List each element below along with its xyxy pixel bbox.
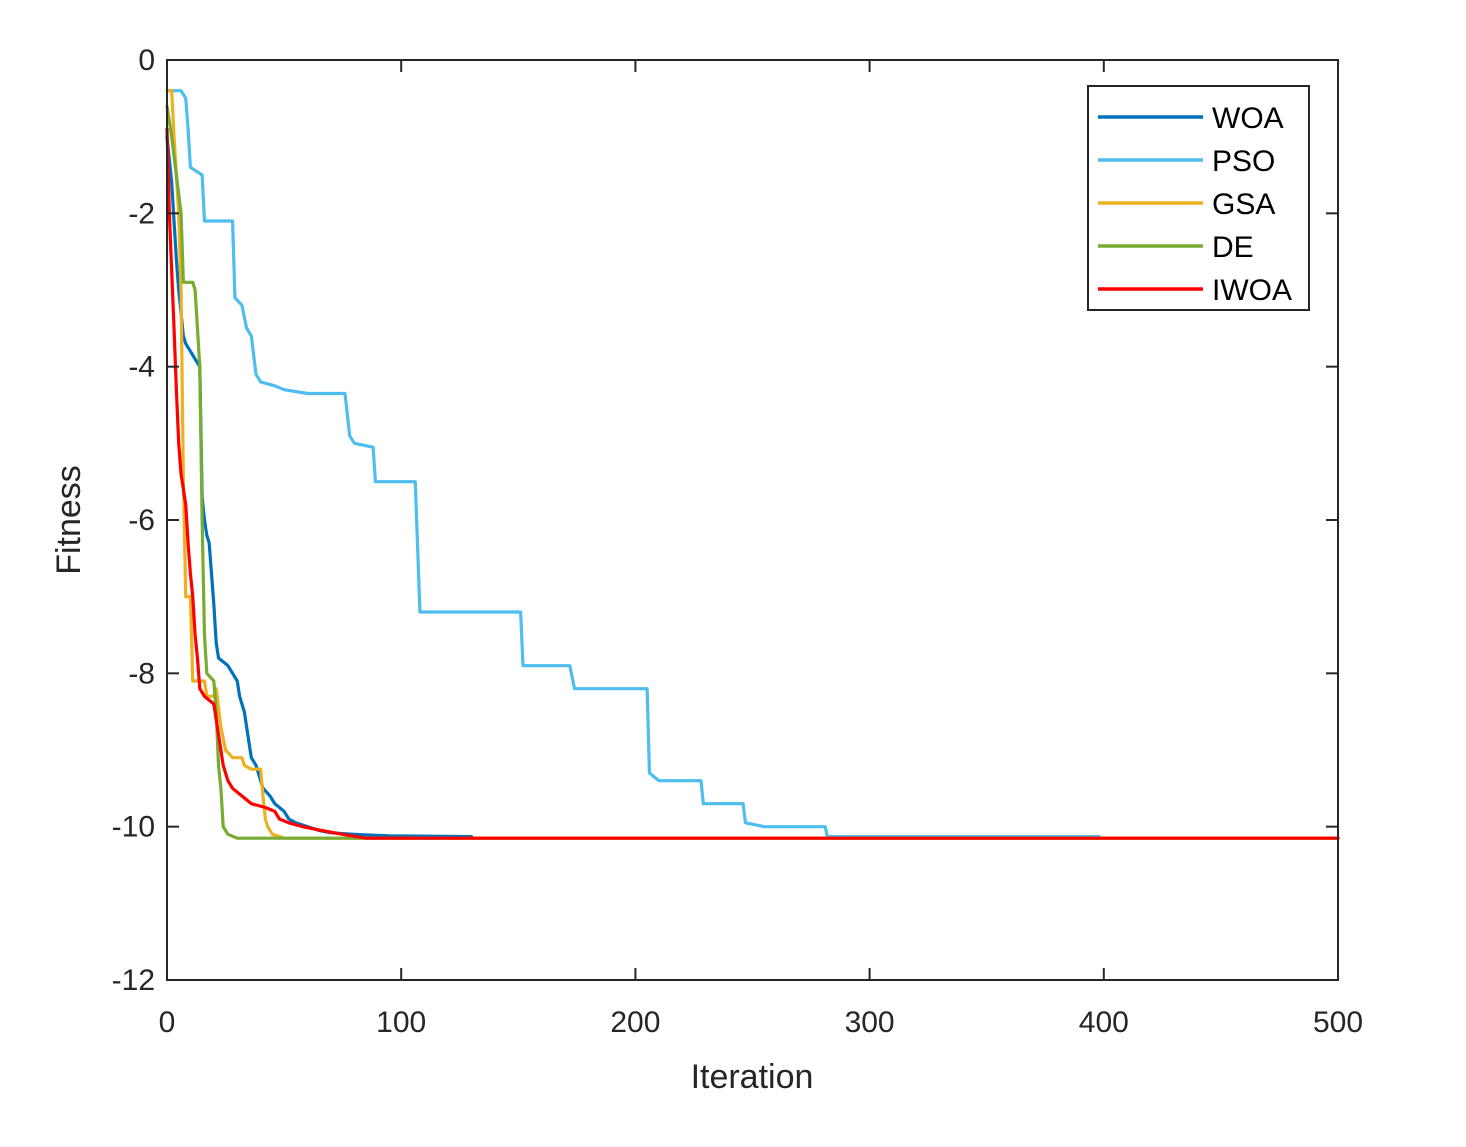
series-line-de (165, 104, 1340, 840)
y-tick-label: -12 (112, 964, 155, 997)
legend-label-iwoa: IWOA (1212, 274, 1292, 307)
y-axis-title: Fitness (50, 465, 88, 575)
legend-label-gsa: GSA (1212, 188, 1275, 221)
series-layer (165, 89, 1340, 840)
legend: WOA PSO GSA DE IWOA (1087, 85, 1310, 311)
y-tick-label: -2 (128, 197, 155, 230)
legend-label-woa: WOA (1212, 102, 1284, 135)
series-line-iwoa (165, 127, 1340, 840)
legend-label-de: DE (1212, 231, 1254, 264)
y-tick-label: -4 (128, 351, 155, 384)
y-tick-label: -8 (128, 657, 155, 690)
series-line-woa (165, 135, 474, 839)
y-tick-label: -6 (128, 504, 155, 537)
y-tick-label: 0 (138, 44, 155, 77)
x-tick-label: 300 (845, 1006, 895, 1039)
x-tick-label: 500 (1313, 1006, 1363, 1039)
x-tick-label: 200 (610, 1006, 660, 1039)
series-line-pso (165, 89, 1101, 839)
y-tick-label: -10 (112, 811, 155, 844)
x-tick-label: 400 (1079, 1006, 1129, 1039)
ticks-layer: 0 100 200 300 400 500 -12 -10 -8 -6 -4 -2 0 (112, 44, 1363, 1039)
x-axis-title: Iteration (691, 1058, 814, 1096)
x-tick-label: 100 (376, 1006, 426, 1039)
legend-label-pso: PSO (1212, 145, 1275, 178)
legend-box (1087, 85, 1310, 311)
x-tick-label: 0 (159, 1006, 176, 1039)
